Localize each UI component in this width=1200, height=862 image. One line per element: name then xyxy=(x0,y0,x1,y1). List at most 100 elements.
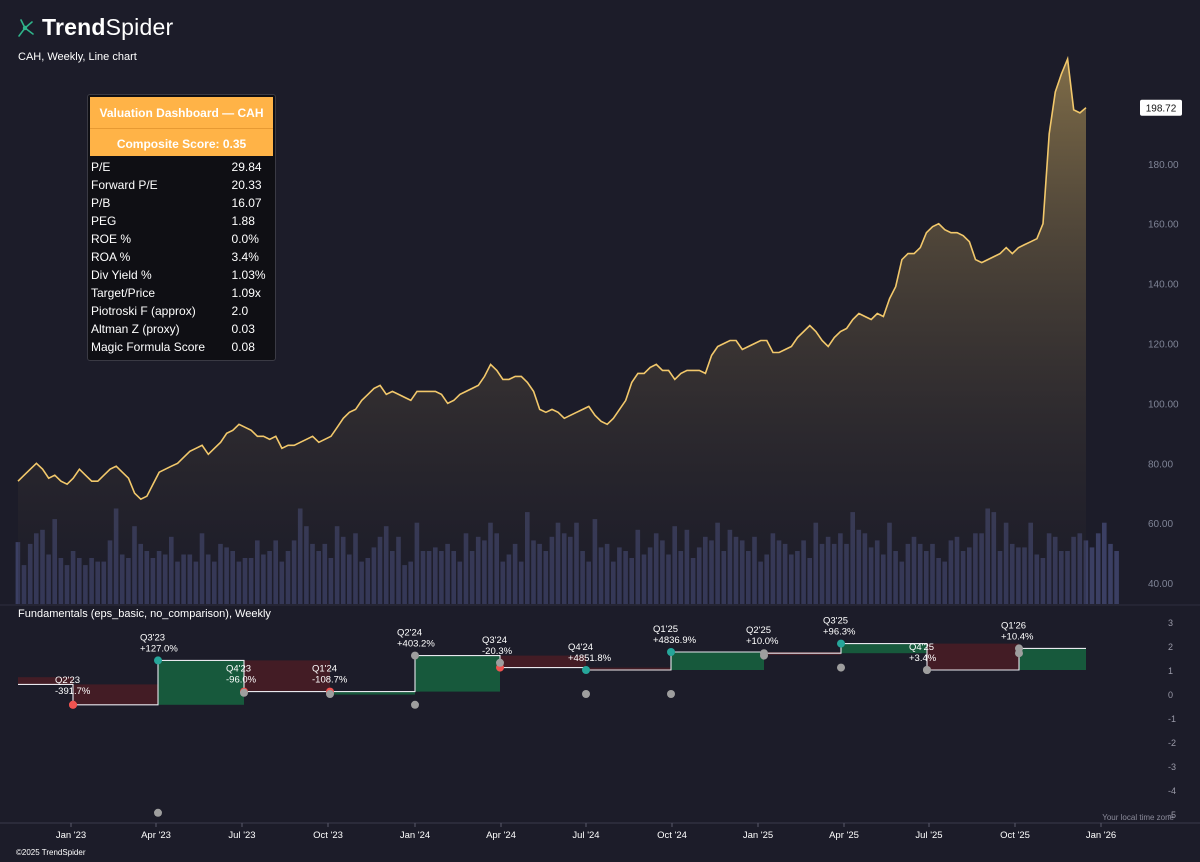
eps-marker-lower xyxy=(837,663,845,672)
eps-marker-upper xyxy=(154,656,162,665)
eps-y-tick: -3 xyxy=(1168,762,1176,772)
x-axis-label: Jan '26 xyxy=(1086,830,1116,841)
metric-value: 1.88 xyxy=(231,214,255,228)
eps-change-label: -391.7% xyxy=(55,686,91,697)
metric-label: Piotroski F (approx) xyxy=(91,304,196,318)
eps-change-label: -20.3% xyxy=(482,646,513,657)
eps-change-bar xyxy=(73,684,158,705)
eps-period-label: Q3'23 xyxy=(140,632,165,643)
metric-value: 0.08 xyxy=(231,340,255,354)
valuation-dashboard: Valuation Dashboard — CAH Composite Scor… xyxy=(87,94,276,361)
eps-change-bar xyxy=(671,652,764,670)
dashboard-row: Forward P/E 20.33 xyxy=(90,176,273,194)
eps-change-bar xyxy=(330,691,415,695)
metric-value: 2.0 xyxy=(231,304,249,318)
x-axis-label: Jul '24 xyxy=(572,830,599,841)
copyright-footer: ©2025 TrendSpider xyxy=(16,848,86,857)
brand-logo: TrendSpider xyxy=(16,14,173,41)
dashboard-row: P/B 16.07 xyxy=(90,194,273,212)
eps-y-tick: 3 xyxy=(1168,618,1173,628)
eps-marker-lower xyxy=(667,690,675,698)
metric-label: Forward P/E xyxy=(91,178,158,192)
eps-period-label: Q1'25 xyxy=(653,624,678,635)
eps-period-label: Q4'24 xyxy=(568,642,593,653)
eps-change-bar xyxy=(158,660,244,705)
composite-score: Composite Score: 0.35 xyxy=(90,128,273,156)
metric-value: 1.09x xyxy=(231,286,261,300)
eps-change-bar xyxy=(415,655,500,692)
dashboard-row: PEG 1.88 xyxy=(90,212,273,230)
metric-label: P/E xyxy=(91,160,111,174)
dashboard-row: Altman Z (proxy) 0.03 xyxy=(90,320,273,338)
metric-label: Div Yield % xyxy=(91,268,152,282)
metric-label: P/B xyxy=(91,196,111,210)
eps-period-label: Q3'25 xyxy=(823,616,848,627)
brand-name: TrendSpider xyxy=(42,14,174,40)
metric-value: 3.4% xyxy=(231,250,259,264)
metric-label: Altman Z (proxy) xyxy=(91,322,180,336)
y-tick-label: 140.00 xyxy=(1148,280,1179,291)
eps-change-bar xyxy=(586,667,671,671)
eps-change-label: +4851.8% xyxy=(568,653,612,664)
eps-y-tick: 1 xyxy=(1168,666,1173,676)
eps-change-label: +96.3% xyxy=(823,627,856,638)
eps-marker-lower xyxy=(240,688,248,697)
eps-period-label: Q4'23 xyxy=(226,664,251,675)
y-tick-label: 60.00 xyxy=(1148,519,1173,530)
x-axis-label: Apr '24 xyxy=(486,830,516,841)
x-axis-label: Jan '25 xyxy=(743,830,773,841)
eps-change-label: +3.4% xyxy=(909,653,937,664)
eps-change-bar xyxy=(244,660,330,692)
eps-marker-lower xyxy=(326,690,334,698)
eps-marker-lower xyxy=(411,700,419,709)
last-price-tag xyxy=(1140,99,1182,116)
eps-marker-upper xyxy=(837,639,845,648)
dashboard-row: Div Yield % 1.03% xyxy=(90,266,273,284)
x-axis-label: Jan '23 xyxy=(56,830,86,841)
dashboard-row: Magic Formula Score 0.08 xyxy=(90,338,273,356)
eps-period-label: Q2'25 xyxy=(746,625,771,636)
eps-change-label: +10.0% xyxy=(746,636,779,647)
metric-label: ROE % xyxy=(91,232,132,246)
dashboard-title: Valuation Dashboard — CAH xyxy=(90,97,273,128)
eps-period-label: Q3'24 xyxy=(482,635,507,646)
last-price-label: 198.72 xyxy=(1146,104,1177,115)
spider-logo-icon xyxy=(18,18,34,37)
volume-bar xyxy=(1114,551,1119,604)
volume-bar xyxy=(1102,522,1107,604)
metric-label: Target/Price xyxy=(91,286,156,300)
x-axis-label: Oct '25 xyxy=(1000,830,1030,841)
eps-y-tick: -5 xyxy=(1168,810,1176,820)
eps-marker-upper xyxy=(582,666,590,674)
y-tick-label: 120.00 xyxy=(1148,340,1179,351)
eps-change-label: -96.0% xyxy=(226,675,257,686)
metric-value: 1.03% xyxy=(231,268,266,282)
eps-marker-upper xyxy=(667,648,675,656)
dashboard-table: P/E 29.84 Forward P/E 20.33 P/B 16.07 PEG 1.88 R… xyxy=(90,158,273,356)
y-tick-label: 100.00 xyxy=(1148,399,1179,410)
eps-period-label: Q2'23 xyxy=(55,675,80,686)
eps-marker-lower xyxy=(923,666,931,674)
dashboard-row: ROA % 3.4% xyxy=(90,248,273,266)
eps-marker-upper xyxy=(411,651,419,660)
eps-change-bar xyxy=(18,677,73,685)
eps-change-label: +403.2% xyxy=(397,639,435,650)
y-tick-label: 40.00 xyxy=(1148,579,1173,590)
volume-bar xyxy=(15,542,21,604)
price-line xyxy=(17,55,1087,501)
eps-change-bar xyxy=(1019,648,1086,670)
metric-label: PEG xyxy=(91,214,117,228)
dashboard-row: Target/Price 1.09x xyxy=(90,284,273,302)
metric-value: 0.03 xyxy=(231,322,255,336)
y-tick-label: 180.00 xyxy=(1148,160,1179,171)
x-axis-label: Apr '25 xyxy=(829,830,859,841)
eps-y-tick: 2 xyxy=(1168,642,1173,652)
x-axis-label: Jul '25 xyxy=(915,830,942,841)
metric-label: ROA % xyxy=(91,250,131,264)
timezone-note[interactable]: Your local time zone xyxy=(1102,813,1174,822)
eps-change-bar xyxy=(927,643,1019,670)
eps-period-label: Q2'24 xyxy=(397,628,422,639)
eps-change-bar xyxy=(841,643,927,654)
eps-change-label: -108.7% xyxy=(312,675,348,686)
